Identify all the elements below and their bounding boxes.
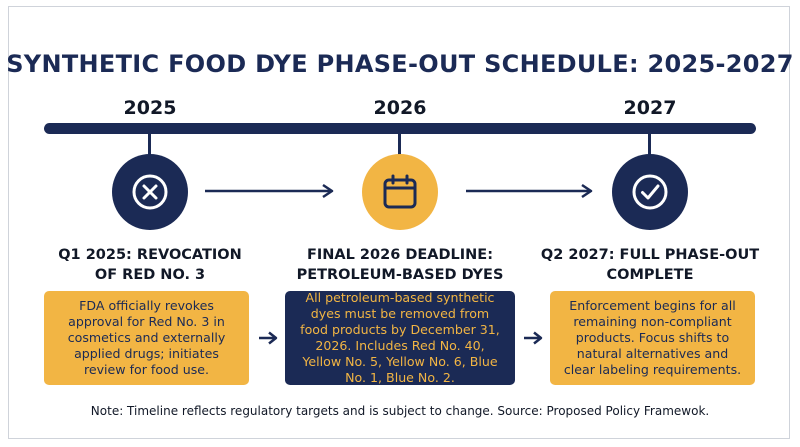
flow-arrow-icon (205, 183, 334, 199)
year-label-2027: 2027 (623, 97, 677, 119)
timeline-connector (648, 132, 651, 156)
milestone-heading-2025: Q1 2025: REVOCATION OF RED NO. 3 (58, 247, 242, 283)
page-title: SYNTHETIC FOOD DYE PHASE-OUT SCHEDULE: 2… (6, 50, 794, 78)
milestone-heading-2026: FINAL 2026 DEADLINE: PETROLEUM-BASED DYE… (296, 247, 504, 283)
calendar-icon (383, 174, 417, 209)
flow-arrow-icon (524, 331, 543, 345)
flow-arrow-icon (466, 183, 593, 199)
milestone-description-2025: FDA officially revokes approval for Red … (44, 291, 249, 385)
x-circle-icon (132, 174, 168, 210)
footnote: Note: Timeline reflects regulatory targe… (90, 404, 710, 418)
timeline-connector (148, 132, 151, 156)
milestone-node-2025 (112, 154, 188, 230)
milestone-heading-2027: Q2 2027: FULL PHASE-OUT COMPLETE (540, 247, 760, 283)
milestone-description-2027: Enforcement begins for all remaining non… (550, 291, 755, 385)
timeline-connector (398, 132, 401, 156)
year-label-2026: 2026 (373, 97, 427, 119)
milestone-node-2027 (612, 154, 688, 230)
milestone-node-2026 (362, 154, 438, 230)
timeline-bar (44, 123, 756, 134)
flow-arrow-icon (259, 331, 278, 345)
year-label-2025: 2025 (123, 97, 177, 119)
milestone-description-2026: All petroleum-based synthetic dyes must … (285, 290, 515, 385)
checkmark-icon (632, 174, 668, 210)
